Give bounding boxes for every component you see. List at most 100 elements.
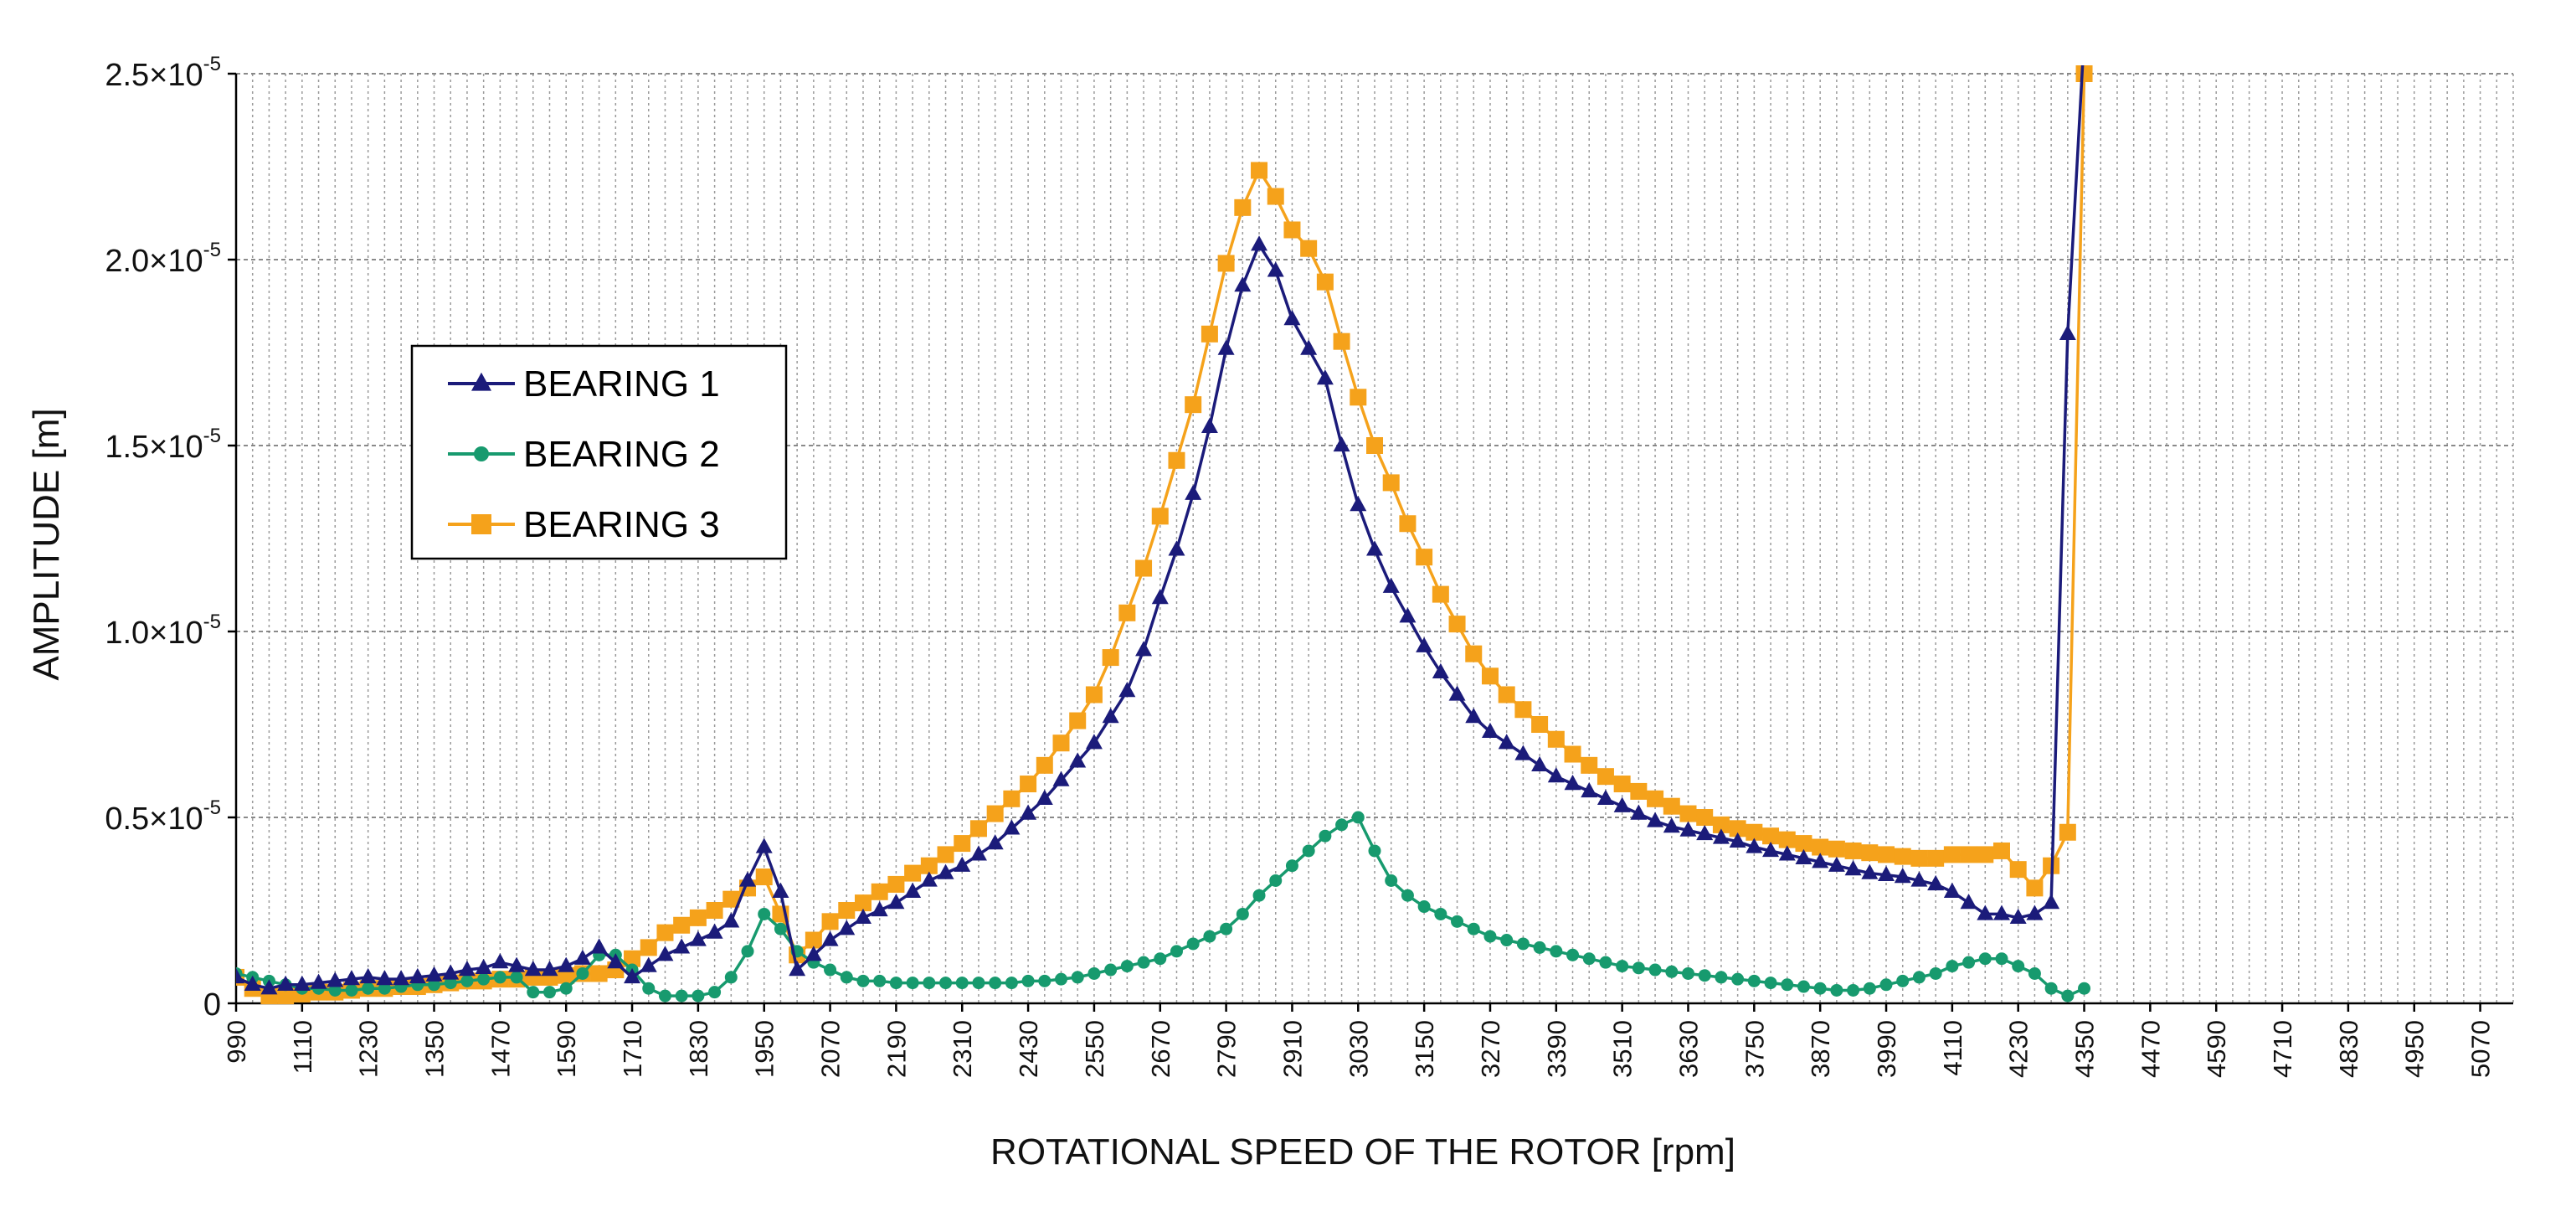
data-point xyxy=(1120,960,1134,973)
data-point xyxy=(573,949,591,965)
data-point xyxy=(1151,508,1169,525)
data-point xyxy=(1712,828,1730,844)
data-point xyxy=(1451,915,1464,928)
data-point xyxy=(558,956,575,972)
data-point xyxy=(2044,982,2058,995)
x-tick-label: 3870 xyxy=(1806,1020,1835,1078)
data-point xyxy=(378,982,391,995)
data-point xyxy=(1185,484,1202,500)
data-point xyxy=(1417,900,1431,914)
y-tick-label: 2.5×10-5 xyxy=(105,53,221,93)
data-point xyxy=(969,845,987,861)
data-point xyxy=(1696,809,1714,826)
data-point xyxy=(1366,540,1383,556)
data-point xyxy=(1104,963,1118,977)
data-point xyxy=(1746,838,1763,853)
data-point xyxy=(1283,221,1301,239)
data-point xyxy=(969,820,987,838)
x-tick-label: 4710 xyxy=(2268,1020,2297,1078)
data-point xyxy=(1813,982,1827,995)
data-point xyxy=(310,973,327,989)
data-point xyxy=(1069,712,1087,729)
x-tick-label: 3510 xyxy=(1608,1020,1638,1078)
data-point xyxy=(1679,805,1697,822)
data-point xyxy=(1828,856,1845,872)
data-point xyxy=(838,902,856,919)
data-point xyxy=(2061,989,2075,1002)
data-point xyxy=(1992,904,2010,920)
data-point xyxy=(1564,745,1581,763)
data-point xyxy=(1399,515,1417,533)
data-point xyxy=(1613,796,1631,812)
data-point xyxy=(1581,756,1598,774)
x-tick-label: 3750 xyxy=(1740,1020,1769,1078)
data-point xyxy=(724,971,738,984)
y-tick-label: 1.5×10-5 xyxy=(105,425,221,465)
data-point xyxy=(708,986,722,999)
data-point xyxy=(906,977,919,990)
x-tick-label: 2550 xyxy=(1080,1020,1109,1078)
data-point xyxy=(821,913,839,930)
data-point xyxy=(1962,956,1976,969)
data-point xyxy=(2078,982,2091,995)
x-tick-label: 1710 xyxy=(618,1020,647,1078)
x-tick-label: 4950 xyxy=(2400,1020,2429,1078)
data-point xyxy=(871,901,888,917)
data-point xyxy=(1071,971,1084,984)
x-tick-label: 1230 xyxy=(354,1020,383,1078)
data-point xyxy=(1861,844,1879,862)
data-point xyxy=(824,963,837,977)
data-point xyxy=(1085,686,1103,704)
data-point xyxy=(1992,842,2010,859)
x-tick-label: 1590 xyxy=(552,1020,581,1078)
data-point xyxy=(1647,790,1664,807)
data-point xyxy=(1715,971,1728,984)
data-point xyxy=(624,950,641,967)
series-bearing-1 xyxy=(236,65,2085,995)
data-point xyxy=(989,977,1002,990)
data-point xyxy=(689,909,707,926)
x-tick-label: 2070 xyxy=(816,1020,846,1078)
data-point xyxy=(236,967,244,984)
data-point xyxy=(1729,820,1746,838)
x-tick-label: 4830 xyxy=(2334,1020,2363,1078)
data-point xyxy=(1613,776,1631,793)
data-point xyxy=(840,971,853,984)
data-point xyxy=(1812,838,1829,856)
data-point xyxy=(1052,770,1070,786)
axes xyxy=(234,74,2513,1005)
data-point xyxy=(1764,977,1777,990)
data-point xyxy=(508,956,526,972)
x-tick-label: 1350 xyxy=(420,1020,450,1078)
data-point xyxy=(1234,276,1252,292)
data-point xyxy=(1368,844,1381,858)
data-point xyxy=(739,871,757,887)
x-tick-label: 2190 xyxy=(882,1020,911,1078)
y-tick-label: 2.0×10-5 xyxy=(105,239,221,279)
data-point xyxy=(1943,846,1961,863)
data-point xyxy=(1844,860,1862,876)
data-point xyxy=(542,986,556,999)
data-point xyxy=(1514,701,1532,719)
data-point xyxy=(277,987,295,1005)
data-point xyxy=(755,868,773,886)
data-point xyxy=(772,882,789,898)
data-point xyxy=(1927,849,1945,867)
x-tick-label: 4350 xyxy=(2070,1020,2100,1078)
data-point xyxy=(1762,827,1780,845)
data-point xyxy=(1003,790,1021,807)
data-point xyxy=(741,945,754,958)
data-point xyxy=(1879,978,1893,992)
data-point xyxy=(1844,842,1862,859)
data-point xyxy=(954,856,971,872)
data-point xyxy=(805,931,822,949)
legend-label: BEARING 2 xyxy=(523,434,720,475)
data-point xyxy=(904,882,922,898)
data-point xyxy=(706,902,723,919)
data-point xyxy=(1712,816,1730,833)
data-point xyxy=(1220,922,1233,935)
data-point xyxy=(1599,956,1612,969)
data-point xyxy=(362,982,375,995)
data-point xyxy=(1217,255,1235,272)
x-tick-label: 2790 xyxy=(1212,1020,1242,1078)
